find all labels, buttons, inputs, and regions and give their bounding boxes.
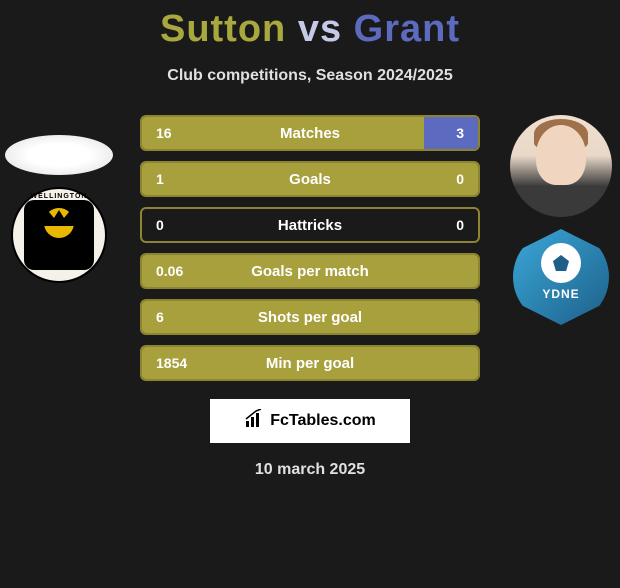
wellington-phoenix-icon	[24, 200, 94, 270]
stat-value-left: 6	[142, 309, 212, 325]
player1-club-badge: WELLINGTON	[11, 187, 107, 283]
stat-row: 16Matches3	[140, 115, 480, 151]
stat-row: 1854Min per goal	[140, 345, 480, 381]
site-name: FcTables.com	[270, 412, 376, 430]
club-badge-text: WELLINGTON	[13, 193, 105, 200]
stat-row: 1Goals0	[140, 161, 480, 197]
stat-label: Goals per match	[212, 263, 408, 280]
stat-value-left: 0.06	[142, 263, 212, 279]
stat-row: 0.06Goals per match	[140, 253, 480, 289]
chart-icon	[244, 409, 264, 434]
player2-club-badge: YDNE	[513, 229, 609, 325]
sydney-ball-icon	[541, 243, 581, 283]
stat-label: Min per goal	[212, 355, 408, 372]
stats-container: 16Matches31Goals00Hattricks00.06Goals pe…	[140, 115, 480, 381]
stat-value-left: 0	[142, 217, 212, 233]
title-vs: vs	[298, 8, 342, 50]
comparison-title: Sutton vs Grant	[0, 8, 620, 51]
stat-label: Matches	[212, 125, 408, 142]
stat-row: 6Shots per goal	[140, 299, 480, 335]
footer-date: 10 march 2025	[0, 461, 620, 479]
player2-photo	[510, 115, 612, 217]
player1-photo	[5, 135, 113, 175]
photo-head	[536, 125, 586, 185]
title-player2: Grant	[354, 8, 460, 50]
player-right-column: YDNE	[506, 115, 616, 325]
site-attribution: FcTables.com	[210, 399, 410, 443]
stat-label: Shots per goal	[212, 309, 408, 326]
player-left-column: WELLINGTON	[4, 115, 114, 283]
stat-value-left: 16	[142, 125, 212, 141]
subtitle: Club competitions, Season 2024/2025	[0, 67, 620, 85]
content-area: WELLINGTON YDNE 16Matches31Goals00Hattri…	[0, 115, 620, 479]
stat-value-left: 1854	[142, 355, 212, 371]
stat-label: Hattricks	[212, 217, 408, 234]
stat-value-right: 0	[408, 217, 478, 233]
stat-value-left: 1	[142, 171, 212, 187]
stat-value-right: 0	[408, 171, 478, 187]
stat-row: 0Hattricks0	[140, 207, 480, 243]
stat-value-right: 3	[408, 125, 478, 141]
club-badge-text: YDNE	[542, 287, 579, 301]
title-player1: Sutton	[160, 8, 286, 50]
stat-label: Goals	[212, 171, 408, 188]
